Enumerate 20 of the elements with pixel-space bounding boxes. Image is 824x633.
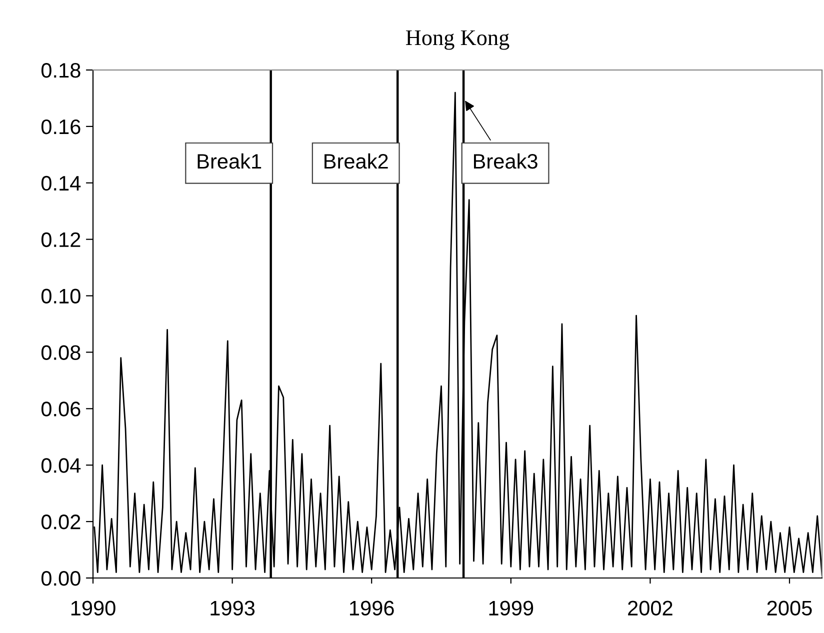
y-tick-label: 0.06 [41, 402, 80, 416]
chart-title: Hong Kong [406, 30, 510, 50]
x-tick-label: 1990 [71, 600, 116, 616]
ref-line-label: Break1 [198, 153, 262, 169]
y-tick-label: 0.16 [41, 119, 80, 134]
y-tick-label: 0.18 [41, 63, 80, 78]
x-tick-label: 2002 [628, 600, 672, 616]
x-tick-label: 1996 [350, 600, 394, 616]
ref-line-label: Break3 [474, 153, 538, 169]
ref-line-label: Break2 [324, 153, 388, 169]
y-tick-label: 0.08 [41, 345, 80, 360]
y-tick-label: 0.02 [41, 514, 80, 530]
x-tick-label: 1999 [489, 600, 534, 616]
y-tick-label: 0.10 [41, 288, 80, 304]
y-tick-label: 0.00 [41, 571, 80, 586]
y-tick-label: 0.14 [41, 176, 81, 191]
y-tick-label: 0.12 [41, 232, 80, 248]
x-tick-label: 2005 [767, 600, 812, 616]
y-tick-label: 0.04 [41, 458, 81, 473]
x-tick-label: 1993 [210, 600, 255, 616]
